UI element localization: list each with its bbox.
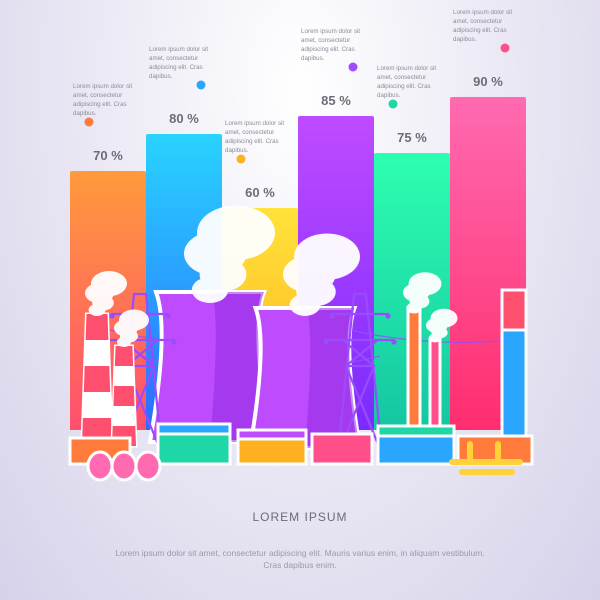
bar-description: Lorem ipsum dolor sit amet, consectetur … (301, 28, 371, 64)
bar (70, 171, 146, 430)
bar-value-label: 80 % (154, 111, 214, 126)
infographic-canvas: 70 % Lorem ipsum dolor sit amet, consecte… (0, 0, 600, 600)
bar-value-label: 60 % (230, 185, 290, 200)
bar (374, 153, 450, 431)
bar-value-label: 85 % (306, 93, 366, 108)
bar-value-label: 70 % (78, 148, 138, 163)
bar (450, 97, 526, 430)
bar-description: Lorem ipsum dolor sit amet, consectetur … (377, 65, 447, 101)
footer-body: Lorem ipsum dolor sit amet, consectetur … (110, 547, 490, 573)
bar (222, 208, 298, 430)
bar (298, 116, 374, 431)
footer-title: LOREM IPSUM (0, 510, 600, 524)
bar-value-label: 75 % (382, 130, 442, 145)
bar-description: Lorem ipsum dolor sit amet, consectetur … (149, 46, 219, 82)
bar-chart: 70 % Lorem ipsum dolor sit amet, consecte… (70, 60, 530, 430)
bar-description: Lorem ipsum dolor sit amet, consectetur … (453, 9, 523, 45)
bar-value-label: 90 % (458, 74, 518, 89)
bar-description: Lorem ipsum dolor sit amet, consectetur … (73, 83, 143, 119)
bar-description: Lorem ipsum dolor sit amet, consectetur … (225, 120, 295, 156)
bar (146, 134, 222, 430)
